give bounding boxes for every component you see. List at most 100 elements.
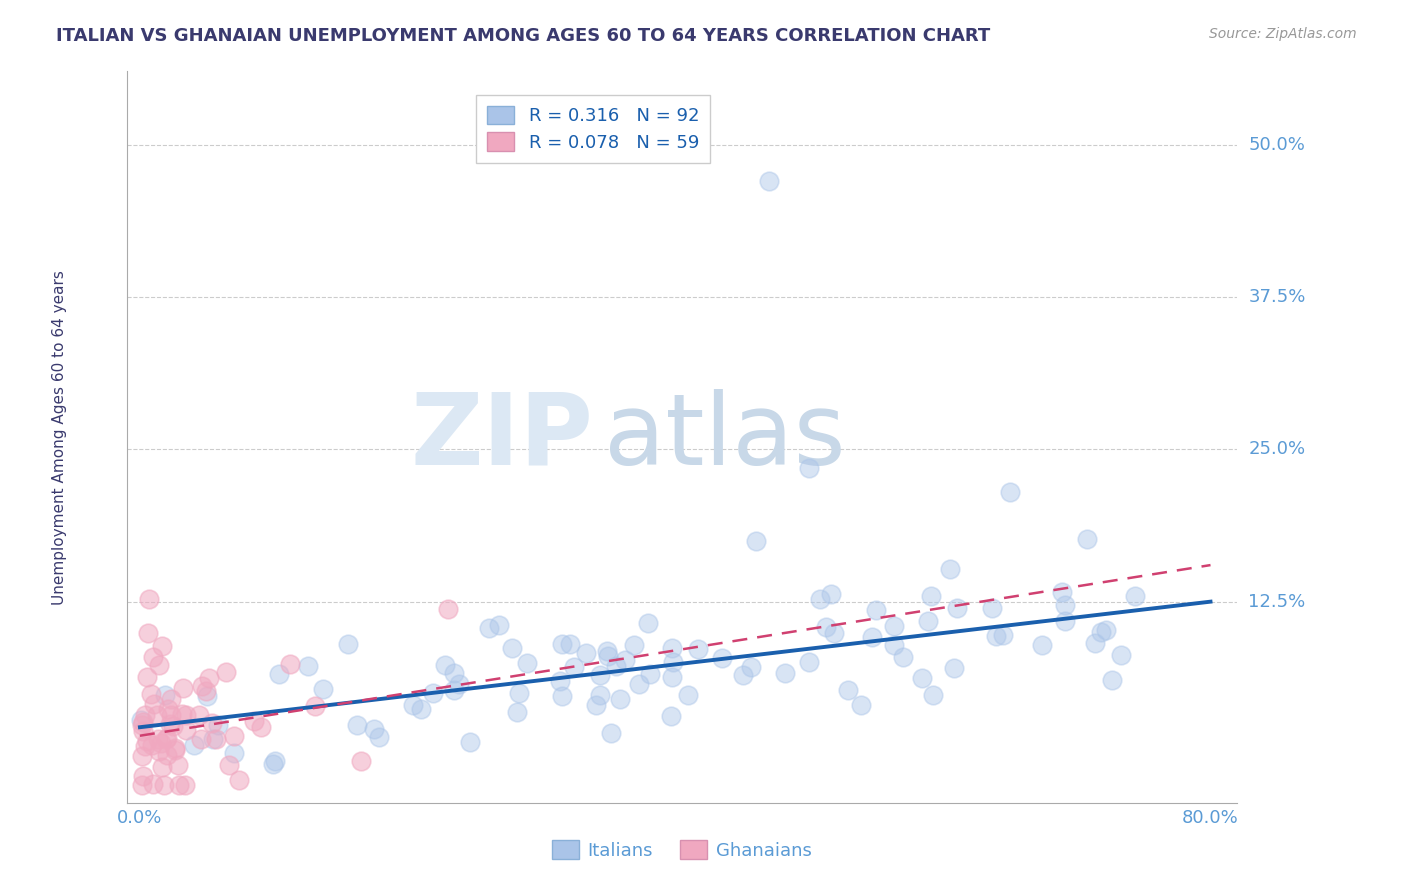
Point <box>773 665 796 680</box>
Point <box>190 732 212 747</box>
Point <box>195 690 218 704</box>
Point <box>422 686 444 700</box>
Point <box>363 723 385 737</box>
Point <box>156 702 179 716</box>
Point <box>134 707 156 722</box>
Point <box>224 729 246 743</box>
Point <box>865 603 887 617</box>
Point <box>297 659 319 673</box>
Point <box>200 716 222 731</box>
Point <box>138 592 160 607</box>
Point <box>269 666 291 681</box>
Point <box>153 778 176 792</box>
Text: 50.0%: 50.0% <box>1249 136 1305 153</box>
Point <box>148 731 170 746</box>
Point <box>939 562 962 576</box>
Point <box>820 587 842 601</box>
Point <box>922 688 945 702</box>
Point <box>160 692 183 706</box>
Point <box>160 708 183 723</box>
Point <box>134 739 156 754</box>
Point <box>911 671 934 685</box>
Point <box>505 705 527 719</box>
Point <box>797 655 820 669</box>
Point <box>837 682 859 697</box>
Point <box>984 629 1007 643</box>
Point <box>172 681 194 696</box>
Point <box>194 683 217 698</box>
Point <box>436 602 458 616</box>
Point <box>998 485 1021 500</box>
Point <box>150 639 173 653</box>
Point <box>596 643 619 657</box>
Point <box>170 707 193 722</box>
Point <box>187 707 209 722</box>
Point <box>139 688 162 702</box>
Point <box>946 601 969 615</box>
Point <box>443 682 465 697</box>
Text: 37.5%: 37.5% <box>1249 288 1306 306</box>
Point <box>637 616 659 631</box>
Text: 12.5%: 12.5% <box>1249 592 1306 611</box>
Point <box>744 533 766 548</box>
Point <box>920 590 942 604</box>
Point <box>1123 590 1146 604</box>
Point <box>142 650 165 665</box>
Point <box>138 625 160 640</box>
Point <box>191 679 214 693</box>
Point <box>162 719 184 733</box>
Point <box>1084 636 1107 650</box>
Point <box>242 714 264 728</box>
Point <box>264 754 287 768</box>
Point <box>205 731 228 746</box>
Point <box>891 650 914 665</box>
Point <box>562 659 585 673</box>
Point <box>434 658 457 673</box>
Point <box>797 460 820 475</box>
Point <box>202 731 225 746</box>
Point <box>207 717 229 731</box>
Legend: Italians, Ghanaians: Italians, Ghanaians <box>544 833 820 867</box>
Point <box>131 748 153 763</box>
Point <box>883 619 905 633</box>
Point <box>222 746 245 760</box>
Point <box>501 640 523 655</box>
Point <box>943 661 966 675</box>
Point <box>860 630 883 644</box>
Point <box>1053 615 1076 629</box>
Text: 80.0%: 80.0% <box>1182 809 1239 827</box>
Point <box>731 667 754 681</box>
Point <box>166 758 188 772</box>
Point <box>1090 625 1112 640</box>
Text: 0.0%: 0.0% <box>117 809 163 827</box>
Point <box>1101 673 1123 687</box>
Point <box>605 659 627 673</box>
Point <box>132 769 155 783</box>
Point <box>676 688 699 702</box>
Point <box>551 637 574 651</box>
Point <box>346 718 368 732</box>
Point <box>815 620 838 634</box>
Text: atlas: atlas <box>605 389 846 485</box>
Point <box>758 174 780 188</box>
Point <box>458 734 481 748</box>
Point <box>215 665 238 680</box>
Point <box>851 698 873 713</box>
Point <box>1111 648 1133 662</box>
Point <box>558 637 581 651</box>
Point <box>142 777 165 791</box>
Point <box>146 707 169 722</box>
Point <box>1095 623 1118 637</box>
Point <box>156 748 179 763</box>
Point <box>585 698 607 713</box>
Point <box>508 685 530 699</box>
Point <box>155 688 177 702</box>
Point <box>150 736 173 750</box>
Point <box>155 731 177 746</box>
Point <box>575 646 598 660</box>
Point <box>183 738 205 752</box>
Point <box>165 743 187 757</box>
Text: Unemployment Among Ages 60 to 64 years: Unemployment Among Ages 60 to 64 years <box>52 269 67 605</box>
Text: 25.0%: 25.0% <box>1249 441 1306 458</box>
Point <box>368 731 391 745</box>
